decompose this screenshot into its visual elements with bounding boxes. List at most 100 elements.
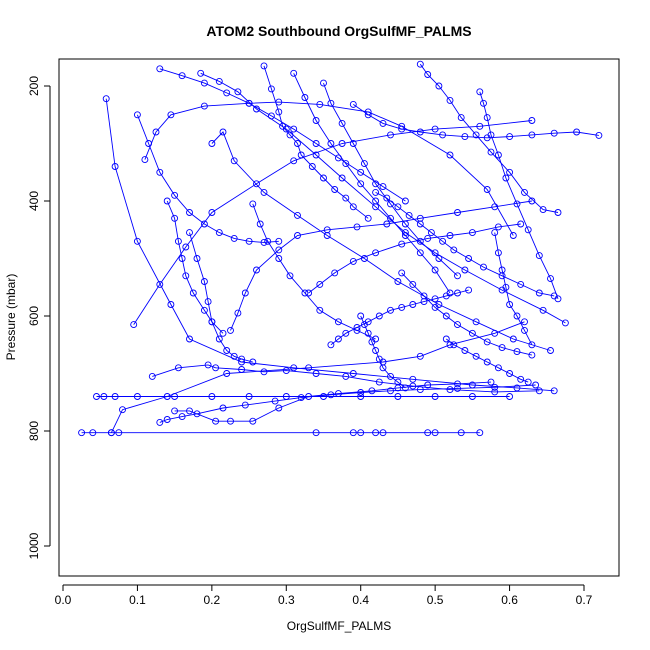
data-point bbox=[401, 232, 409, 239]
data-point bbox=[509, 335, 517, 343]
data-point bbox=[379, 364, 387, 372]
series-17 bbox=[372, 188, 558, 300]
data-point bbox=[442, 292, 450, 300]
data-point bbox=[342, 329, 350, 337]
series-line bbox=[360, 315, 406, 389]
series-line bbox=[230, 200, 532, 331]
data-point bbox=[305, 289, 313, 297]
data-point bbox=[197, 69, 205, 77]
series-line bbox=[136, 114, 279, 243]
data-point bbox=[506, 133, 514, 141]
series-line bbox=[353, 104, 599, 139]
data-point bbox=[502, 283, 510, 291]
data-point bbox=[323, 226, 331, 234]
series-0 bbox=[78, 429, 484, 437]
data-point bbox=[334, 318, 342, 326]
data-point bbox=[275, 255, 283, 262]
data-point bbox=[219, 329, 227, 337]
data-point bbox=[491, 388, 499, 396]
series-11 bbox=[227, 197, 536, 334]
data-point bbox=[208, 393, 216, 400]
data-point bbox=[435, 255, 443, 262]
x-tick-label: 0.1 bbox=[129, 593, 146, 607]
series-line bbox=[479, 91, 559, 299]
data-point bbox=[405, 211, 413, 219]
data-point bbox=[461, 347, 469, 354]
series-13 bbox=[290, 69, 454, 297]
series-19 bbox=[416, 60, 562, 216]
data-point bbox=[327, 99, 335, 107]
data-point bbox=[249, 358, 257, 366]
data-point bbox=[431, 266, 439, 274]
data-point bbox=[174, 237, 182, 245]
data-point bbox=[245, 237, 253, 245]
data-point bbox=[305, 364, 313, 372]
data-point bbox=[308, 163, 316, 170]
y-tick-label: 400 bbox=[27, 191, 41, 211]
data-point bbox=[305, 393, 313, 400]
data-point bbox=[372, 197, 380, 205]
data-point bbox=[454, 289, 461, 297]
data-point bbox=[513, 200, 521, 208]
data-point bbox=[372, 249, 380, 257]
data-point bbox=[312, 370, 320, 377]
data-point bbox=[416, 237, 424, 245]
data-point bbox=[349, 370, 357, 377]
data-point bbox=[521, 326, 528, 334]
data-point bbox=[394, 393, 402, 400]
data-point bbox=[245, 393, 253, 400]
series-28 bbox=[133, 111, 283, 246]
plot-area bbox=[78, 60, 603, 437]
series-25 bbox=[491, 229, 536, 349]
series-layer bbox=[78, 60, 603, 437]
data-point bbox=[487, 378, 495, 386]
data-point bbox=[297, 394, 305, 402]
data-point bbox=[290, 364, 298, 372]
series-4 bbox=[130, 117, 536, 329]
data-point bbox=[480, 263, 487, 271]
y-tick-label: 1000 bbox=[27, 532, 41, 559]
series-18 bbox=[398, 269, 536, 359]
data-point bbox=[416, 352, 424, 360]
data-point bbox=[334, 390, 342, 398]
data-point bbox=[480, 99, 487, 107]
data-point bbox=[223, 89, 231, 97]
data-point bbox=[394, 378, 402, 386]
data-point bbox=[156, 65, 164, 73]
data-point bbox=[409, 301, 417, 308]
data-point bbox=[267, 112, 275, 120]
data-point bbox=[364, 329, 372, 337]
data-point bbox=[178, 413, 186, 421]
data-point bbox=[327, 341, 335, 349]
data-point bbox=[334, 154, 342, 162]
data-point bbox=[215, 335, 223, 343]
data-point bbox=[491, 203, 499, 211]
data-point bbox=[215, 77, 223, 85]
data-point bbox=[102, 95, 110, 103]
data-point bbox=[468, 329, 476, 337]
data-point bbox=[256, 220, 264, 228]
data-point bbox=[364, 214, 372, 222]
data-point bbox=[320, 79, 327, 87]
data-point bbox=[509, 232, 517, 239]
y-axis-label: Pressure (mbar) bbox=[4, 274, 18, 361]
data-point bbox=[401, 384, 409, 392]
series-line bbox=[293, 73, 451, 294]
data-point bbox=[249, 200, 257, 208]
data-point bbox=[427, 229, 435, 237]
data-point bbox=[454, 272, 461, 280]
data-point bbox=[372, 347, 380, 354]
data-point bbox=[468, 393, 476, 400]
data-point bbox=[454, 380, 461, 388]
data-point bbox=[78, 429, 86, 437]
series-27 bbox=[357, 312, 409, 392]
data-point bbox=[275, 404, 283, 412]
data-point bbox=[554, 295, 562, 303]
data-point bbox=[275, 246, 283, 254]
data-point bbox=[368, 387, 376, 395]
series-23 bbox=[249, 200, 380, 343]
data-point bbox=[167, 111, 175, 119]
data-point bbox=[349, 140, 357, 147]
data-point bbox=[320, 393, 327, 400]
data-point bbox=[208, 140, 216, 147]
